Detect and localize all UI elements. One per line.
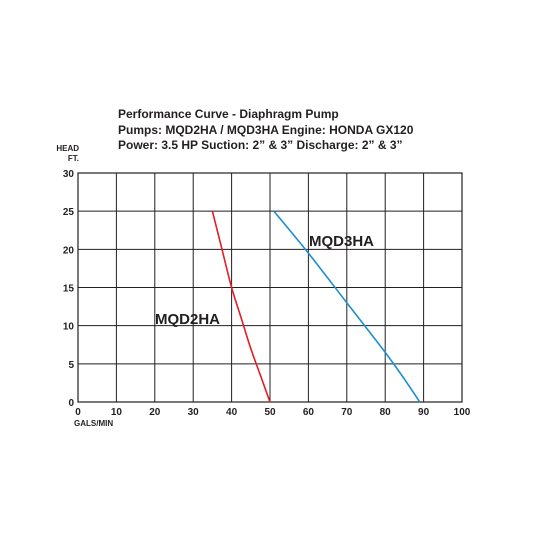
x-tick-label-30: 30 xyxy=(188,407,200,418)
title-line-2: Pumps: MQD2HA / MQD3HA Engine: HONDA GX1… xyxy=(118,122,414,137)
x-tick-label-100: 100 xyxy=(454,407,471,418)
x-tick-label-10: 10 xyxy=(111,407,123,418)
y-tick-label-25: 25 xyxy=(63,207,75,218)
x-tick-label-50: 50 xyxy=(264,407,276,418)
y-axis-label: HEAD FT. xyxy=(49,144,79,164)
y-tick-label-30: 30 xyxy=(63,169,75,180)
title-line-3: Power: 3.5 HP Suction: 2” & 3” Discharge… xyxy=(118,138,403,152)
x-tick-label-60: 60 xyxy=(303,407,315,418)
y-tick-label-20: 20 xyxy=(63,245,75,256)
series-label-mqd3ha: MQD3HA xyxy=(309,233,374,250)
chart-title: Performance Curve - Diaphragm Pump Pumps… xyxy=(118,107,413,154)
x-tick-label-90: 90 xyxy=(418,407,430,418)
series-group xyxy=(211,210,421,403)
x-tick-label-70: 70 xyxy=(341,407,353,418)
tick-labels: 0 10 20 30 40 50 60 70 80 90 100 0 5 10 15 20 25 30 xyxy=(63,169,471,418)
y-axis-label-line-1: HEAD xyxy=(56,144,79,153)
x-tick-label-20: 20 xyxy=(149,407,161,418)
y-tick-label-0: 0 xyxy=(68,398,74,409)
title-line-1: Performance Curve - Diaphragm Pump xyxy=(118,107,339,121)
series-label-mqd2ha: MQD2HA xyxy=(155,311,220,328)
x-tick-label-0: 0 xyxy=(75,407,81,418)
y-axis-label-line-2: FT. xyxy=(67,154,79,163)
series-line-mqd2ha xyxy=(211,210,271,403)
series-line-mqd3ha xyxy=(273,210,421,403)
y-tick-label-5: 5 xyxy=(68,360,74,371)
grid xyxy=(77,172,463,403)
x-tick-label-80: 80 xyxy=(380,407,392,418)
x-tick-label-40: 40 xyxy=(226,407,238,418)
x-axis-label: GALS/MIN xyxy=(74,419,113,428)
y-tick-label-10: 10 xyxy=(63,322,75,333)
y-tick-label-15: 15 xyxy=(63,284,75,295)
